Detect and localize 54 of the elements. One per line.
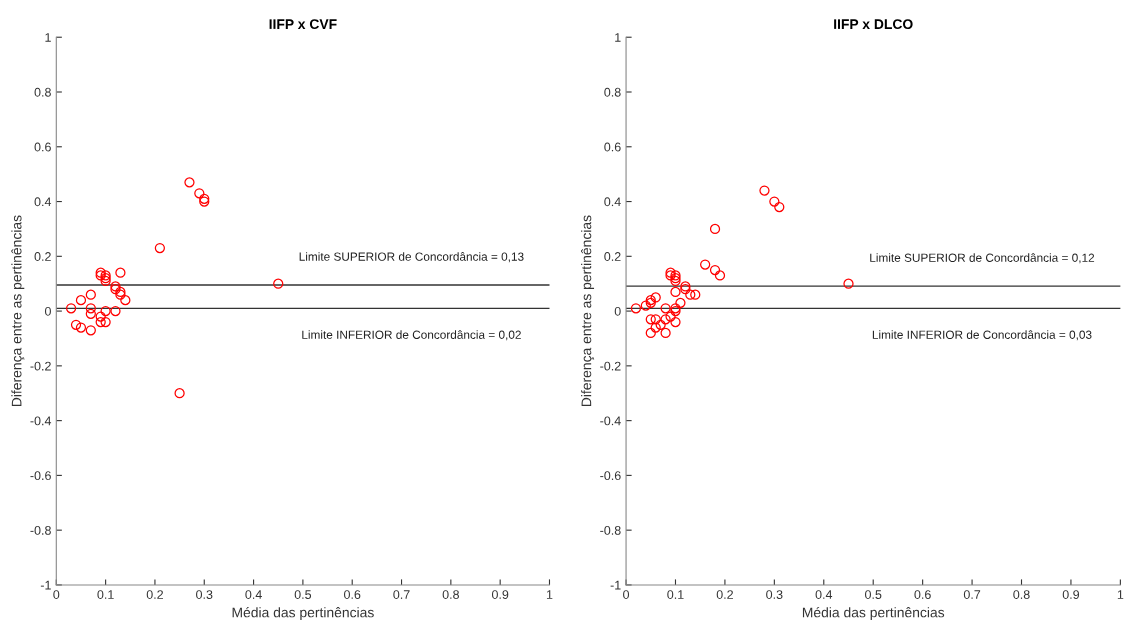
y-tick-label: -0.4 (600, 416, 621, 426)
y-tick-label: -0.2 (30, 361, 51, 371)
y-tick-label: 0.2 (604, 252, 621, 261)
y-tick-label: 0.8 (34, 87, 51, 97)
y-tick-label: 0.6 (604, 142, 621, 152)
x-tick-label: 0.1 (97, 590, 114, 599)
x-tick-label: 0.7 (393, 590, 410, 599)
y-tick-label: 0.2 (34, 252, 51, 261)
x-tick-label: 0.6 (914, 590, 931, 599)
annotation: Limite INFERIOR de Concordância = 0,02 (302, 330, 521, 341)
y-axis-title: Diferença entre as pertinências (11, 215, 25, 407)
y-tick-label: -1 (40, 580, 51, 590)
x-tick-label: 0.8 (442, 590, 459, 599)
x-tick-label: 0.3 (766, 590, 783, 599)
x-tick-label: 0.1 (667, 590, 684, 599)
x-axis-title: Média das pertinências (802, 607, 945, 621)
y-tick-label: 0.6 (34, 142, 51, 152)
annotation: Limite SUPERIOR de Concordância = 0,12 (870, 253, 1095, 264)
x-tick-label: 0.5 (294, 590, 312, 599)
y-tick-label: 1 (45, 33, 51, 42)
y-tick-label: -0.4 (30, 416, 52, 426)
y-tick-label: -1 (610, 580, 621, 590)
y-axis-title: Diferença entre as pertinências (581, 215, 595, 407)
y-tick-label: -0.2 (600, 361, 621, 371)
x-tick-label: 0.8 (1013, 590, 1030, 599)
y-tick-label: -0.8 (30, 525, 51, 535)
x-tick-label: 0.5 (865, 590, 882, 599)
x-tick-label: 0 (53, 590, 60, 599)
x-tick-label: 0.3 (196, 590, 213, 599)
y-tick-label: 0.4 (34, 197, 52, 207)
y-tick-label: 0.4 (604, 197, 621, 207)
x-tick-label: 0.4 (245, 590, 262, 599)
y-tick-label: 0.8 (604, 87, 621, 97)
chart-title: IIFP x CVF (269, 19, 337, 30)
x-tick-label: 0 (623, 590, 630, 599)
y-tick-label: 0 (44, 306, 51, 316)
y-tick-label: -0.8 (600, 525, 621, 535)
y-tick-label: 1 (615, 33, 621, 42)
x-tick-label: 0.2 (146, 590, 163, 599)
y-tick-label: 0 (614, 306, 621, 316)
x-tick-label: 0.4 (815, 590, 833, 599)
annotation: Limite INFERIOR de Concordância = 0,03 (872, 330, 1092, 341)
y-tick-label: -0.6 (600, 471, 621, 481)
x-tick-label: 0.6 (344, 590, 361, 599)
x-tick-label: 0.9 (491, 590, 509, 599)
x-tick-label: 1 (1117, 590, 1124, 599)
x-tick-label: 0.2 (716, 590, 733, 599)
x-tick-label: 0.9 (1062, 590, 1080, 599)
x-tick-label: 0.7 (963, 590, 981, 599)
chart-title: IIFP x DLCO (834, 19, 913, 30)
x-tick-label: 1 (546, 590, 553, 599)
annotation: Limite SUPERIOR de Concordância = 0,13 (299, 252, 524, 263)
x-axis-title: Média das pertinências (232, 607, 374, 621)
y-tick-label: -0.6 (30, 471, 51, 481)
